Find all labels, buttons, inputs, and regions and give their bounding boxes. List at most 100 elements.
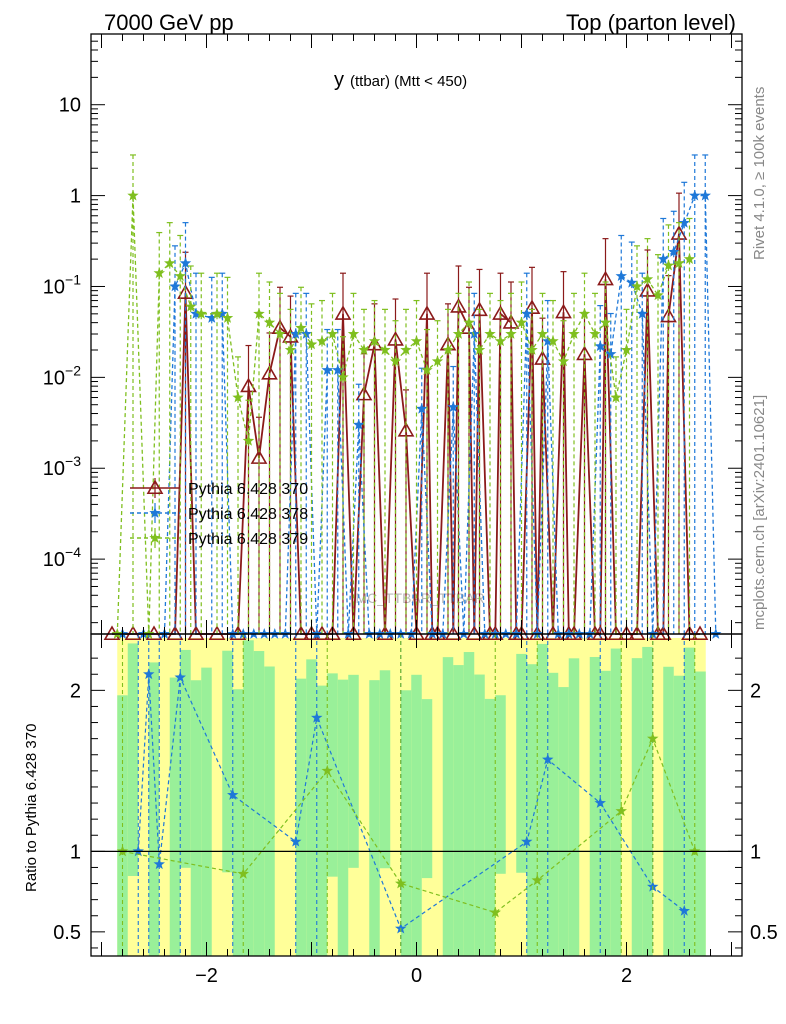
legend-label-s379: Pythia 6.428 379 — [188, 531, 308, 548]
marker-s379 — [263, 316, 276, 328]
y-tick-label-base: 10 — [43, 276, 65, 298]
ratio-band-yellow — [211, 638, 223, 956]
marker-s379 — [127, 189, 139, 201]
ratio-band-green — [610, 648, 622, 956]
marker-s379 — [662, 259, 675, 271]
marker-s378 — [605, 348, 617, 359]
y-tick-label: 10−3 — [43, 453, 81, 480]
marker-s378 — [668, 245, 680, 257]
ratio-marker-s379 — [531, 874, 543, 886]
ratio-marker-s379 — [647, 732, 659, 744]
ratio-marker-s379 — [395, 877, 407, 889]
ratio-marker-s378 — [594, 797, 606, 808]
ratio-band-yellow — [274, 638, 286, 956]
marker-s379 — [578, 307, 591, 319]
marker-s370 — [691, 625, 709, 641]
ratio-band-green — [253, 651, 265, 956]
marker-s370 — [444, 625, 462, 641]
marker-s379 — [164, 257, 176, 269]
marker-s378 — [689, 189, 701, 201]
ratio-band-green — [348, 674, 360, 868]
ratio-band-green — [306, 659, 318, 956]
ratio-y-tick-label-left: 0.5 — [53, 922, 81, 944]
ratio-band-green — [400, 690, 412, 956]
marker-s379 — [557, 355, 570, 367]
marker-s379 — [421, 364, 433, 375]
mcplots-info: mcplots.cern.ch [arXiv:2401.10621] — [751, 395, 768, 630]
marker-s379 — [211, 307, 223, 319]
marker-s370 — [355, 385, 373, 401]
ratio-band-yellow — [432, 638, 444, 956]
ratio-band-green — [463, 652, 475, 956]
marker-s379 — [347, 328, 360, 339]
marker-s378 — [169, 280, 181, 292]
marker-s370 — [187, 625, 205, 641]
marker-s379 — [305, 338, 318, 350]
ratio-band-green — [222, 650, 234, 873]
marker-s379 — [316, 335, 328, 347]
marker-s379 — [473, 344, 486, 355]
ratio-y-tick-label-right: 0.5 — [750, 922, 778, 944]
legend-marker-s379 — [149, 532, 161, 543]
ratio-band-green — [600, 670, 612, 956]
legend-label-s378: Pythia 6.428 378 — [188, 506, 308, 523]
marker-s378 — [216, 307, 228, 319]
ratio-band-yellow — [159, 638, 171, 956]
marker-s379 — [253, 307, 265, 319]
marker-s370 — [208, 625, 226, 641]
ratio-band-green — [169, 677, 181, 956]
ratio-band-green — [484, 698, 496, 956]
marker-s378 — [615, 270, 627, 281]
marker-s378 — [332, 364, 344, 375]
marker-s378 — [416, 402, 428, 414]
marker-s378 — [353, 418, 365, 430]
ratio-panel — [117, 638, 706, 956]
plot-title-variable: y — [334, 69, 344, 91]
marker-s378 — [290, 328, 302, 339]
ratio-band-green — [379, 670, 391, 869]
ratio-marker-s378 — [153, 858, 165, 870]
legend: Pythia 6.428 370 Pythia 6.428 378 Pythia 6… — [130, 478, 308, 548]
marker-s379 — [232, 391, 244, 403]
marker-s370 — [450, 298, 467, 313]
ratio-band-green — [180, 649, 192, 868]
ratio-line-s379 — [122, 736, 696, 914]
marker-s379 — [368, 335, 381, 347]
plot-title: y (ttbar) (Mtt < 450) — [334, 69, 467, 91]
marker-s379 — [389, 355, 402, 367]
ratio-band-yellow — [579, 638, 591, 956]
marker-s378 — [300, 328, 312, 339]
y-tick-label: 10−4 — [43, 544, 81, 571]
marker-s379 — [174, 270, 186, 281]
marker-s379 — [463, 316, 475, 328]
marker-s378 — [657, 253, 669, 264]
header-left: 7000 GeV pp — [104, 10, 234, 35]
ratio-band-yellow — [285, 638, 297, 956]
marker-s379 — [379, 344, 391, 355]
marker-s370 — [502, 314, 520, 329]
ratio-y-tick-label-right: 2 — [750, 680, 761, 702]
y-tick-label-base: 10 — [43, 367, 65, 389]
marker-s370 — [418, 305, 436, 320]
marker-s379 — [673, 257, 685, 269]
marker-s378 — [678, 217, 690, 228]
marker-s379 — [337, 371, 349, 383]
ratio-band-green — [337, 679, 349, 956]
marker-s378 — [594, 340, 606, 352]
marker-s370 — [261, 364, 278, 380]
ratio-band-yellow — [138, 638, 150, 956]
ratio-band-green — [547, 672, 559, 956]
ratio-band-green — [694, 671, 706, 956]
marker-s370 — [607, 625, 625, 641]
marker-s379 — [410, 335, 423, 347]
marker-s379 — [536, 328, 549, 339]
y-tick-label-base: 10 — [43, 549, 65, 571]
x-tick-label: −2 — [195, 965, 218, 987]
marker-s379 — [153, 267, 165, 279]
marker-s379 — [431, 355, 444, 367]
ratio-band-green — [127, 643, 139, 876]
ratio-band-green — [201, 667, 213, 956]
marker-s370 — [177, 284, 194, 299]
ratio-band-green — [295, 678, 307, 956]
